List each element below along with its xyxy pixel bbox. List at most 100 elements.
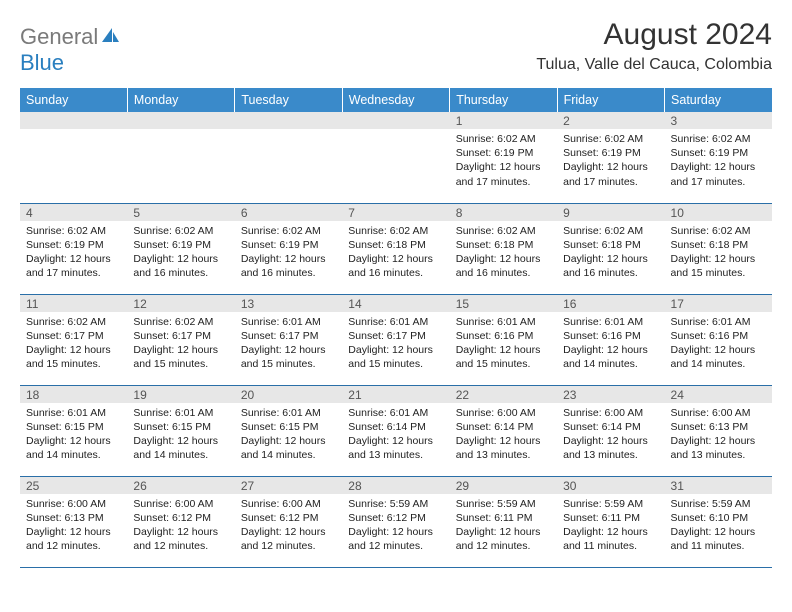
day-number: 27 <box>235 477 342 494</box>
sunrise-text: Sunrise: 6:01 AM <box>133 406 228 420</box>
day-body: Sunrise: 6:02 AMSunset: 6:19 PMDaylight:… <box>450 129 557 192</box>
calendar-cell: 31Sunrise: 5:59 AMSunset: 6:10 PMDayligh… <box>665 476 772 567</box>
day-header: Friday <box>557 88 664 112</box>
sunrise-text: Sunrise: 5:59 AM <box>671 497 766 511</box>
day-header-row: SundayMondayTuesdayWednesdayThursdayFrid… <box>20 88 772 112</box>
daylight-text: Daylight: 12 hours and 15 minutes. <box>671 252 766 280</box>
calendar-cell: 25Sunrise: 6:00 AMSunset: 6:13 PMDayligh… <box>20 476 127 567</box>
day-number: 7 <box>342 204 449 221</box>
sunset-text: Sunset: 6:11 PM <box>563 511 658 525</box>
day-number: 28 <box>342 477 449 494</box>
day-body: Sunrise: 6:01 AMSunset: 6:15 PMDaylight:… <box>235 403 342 466</box>
sunset-text: Sunset: 6:19 PM <box>456 146 551 160</box>
calendar-cell: 27Sunrise: 6:00 AMSunset: 6:12 PMDayligh… <box>235 476 342 567</box>
sunrise-text: Sunrise: 6:01 AM <box>348 406 443 420</box>
day-number: 22 <box>450 386 557 403</box>
calendar-cell: 7Sunrise: 6:02 AMSunset: 6:18 PMDaylight… <box>342 203 449 294</box>
calendar-cell: 5Sunrise: 6:02 AMSunset: 6:19 PMDaylight… <box>127 203 234 294</box>
calendar-cell: 30Sunrise: 5:59 AMSunset: 6:11 PMDayligh… <box>557 476 664 567</box>
calendar-cell: 20Sunrise: 6:01 AMSunset: 6:15 PMDayligh… <box>235 385 342 476</box>
day-body: Sunrise: 5:59 AMSunset: 6:10 PMDaylight:… <box>665 494 772 557</box>
month-title: August 2024 <box>536 18 772 52</box>
sunrise-text: Sunrise: 6:02 AM <box>563 132 658 146</box>
day-body: Sunrise: 6:01 AMSunset: 6:17 PMDaylight:… <box>342 312 449 375</box>
sunset-text: Sunset: 6:16 PM <box>456 329 551 343</box>
sunset-text: Sunset: 6:17 PM <box>133 329 228 343</box>
day-body: Sunrise: 6:00 AMSunset: 6:14 PMDaylight:… <box>450 403 557 466</box>
calendar-cell: 1Sunrise: 6:02 AMSunset: 6:19 PMDaylight… <box>450 112 557 203</box>
sunrise-text: Sunrise: 6:02 AM <box>133 315 228 329</box>
calendar-week-row: 25Sunrise: 6:00 AMSunset: 6:13 PMDayligh… <box>20 476 772 567</box>
day-number: 21 <box>342 386 449 403</box>
page-header: General Blue August 2024 Tulua, Valle de… <box>20 18 772 76</box>
sunset-text: Sunset: 6:19 PM <box>26 238 121 252</box>
day-body: Sunrise: 5:59 AMSunset: 6:12 PMDaylight:… <box>342 494 449 557</box>
sunrise-text: Sunrise: 6:02 AM <box>456 224 551 238</box>
sunrise-text: Sunrise: 6:01 AM <box>348 315 443 329</box>
daylight-text: Daylight: 12 hours and 14 minutes. <box>26 434 121 462</box>
day-number: 6 <box>235 204 342 221</box>
daylight-text: Daylight: 12 hours and 12 minutes. <box>133 525 228 553</box>
sunset-text: Sunset: 6:16 PM <box>671 329 766 343</box>
sunset-text: Sunset: 6:15 PM <box>241 420 336 434</box>
day-body: Sunrise: 6:01 AMSunset: 6:14 PMDaylight:… <box>342 403 449 466</box>
day-number: 14 <box>342 295 449 312</box>
daylight-text: Daylight: 12 hours and 16 minutes. <box>563 252 658 280</box>
day-number: 11 <box>20 295 127 312</box>
day-body: Sunrise: 6:02 AMSunset: 6:18 PMDaylight:… <box>557 221 664 284</box>
day-body <box>235 129 342 189</box>
daylight-text: Daylight: 12 hours and 12 minutes. <box>456 525 551 553</box>
day-body: Sunrise: 5:59 AMSunset: 6:11 PMDaylight:… <box>557 494 664 557</box>
day-number <box>235 112 342 129</box>
day-body: Sunrise: 6:02 AMSunset: 6:19 PMDaylight:… <box>665 129 772 192</box>
day-body <box>127 129 234 189</box>
calendar-week-row: 18Sunrise: 6:01 AMSunset: 6:15 PMDayligh… <box>20 385 772 476</box>
daylight-text: Daylight: 12 hours and 15 minutes. <box>456 343 551 371</box>
sunset-text: Sunset: 6:14 PM <box>563 420 658 434</box>
day-number: 15 <box>450 295 557 312</box>
sunrise-text: Sunrise: 6:00 AM <box>563 406 658 420</box>
day-number: 25 <box>20 477 127 494</box>
day-body: Sunrise: 6:00 AMSunset: 6:14 PMDaylight:… <box>557 403 664 466</box>
brand-general: General <box>20 24 98 49</box>
sunrise-text: Sunrise: 5:59 AM <box>348 497 443 511</box>
daylight-text: Daylight: 12 hours and 17 minutes. <box>26 252 121 280</box>
day-number: 26 <box>127 477 234 494</box>
sunset-text: Sunset: 6:12 PM <box>241 511 336 525</box>
calendar-cell: 15Sunrise: 6:01 AMSunset: 6:16 PMDayligh… <box>450 294 557 385</box>
sunrise-text: Sunrise: 6:01 AM <box>241 315 336 329</box>
sunset-text: Sunset: 6:14 PM <box>456 420 551 434</box>
sunrise-text: Sunrise: 6:01 AM <box>26 406 121 420</box>
daylight-text: Daylight: 12 hours and 14 minutes. <box>563 343 658 371</box>
day-number: 16 <box>557 295 664 312</box>
sunrise-text: Sunrise: 6:02 AM <box>26 315 121 329</box>
daylight-text: Daylight: 12 hours and 14 minutes. <box>671 343 766 371</box>
day-number: 20 <box>235 386 342 403</box>
sunset-text: Sunset: 6:19 PM <box>671 146 766 160</box>
calendar-cell: 22Sunrise: 6:00 AMSunset: 6:14 PMDayligh… <box>450 385 557 476</box>
sunrise-text: Sunrise: 6:00 AM <box>671 406 766 420</box>
day-body: Sunrise: 6:01 AMSunset: 6:16 PMDaylight:… <box>450 312 557 375</box>
daylight-text: Daylight: 12 hours and 12 minutes. <box>26 525 121 553</box>
day-header: Monday <box>127 88 234 112</box>
sunset-text: Sunset: 6:16 PM <box>563 329 658 343</box>
day-number: 4 <box>20 204 127 221</box>
calendar-cell: 10Sunrise: 6:02 AMSunset: 6:18 PMDayligh… <box>665 203 772 294</box>
calendar-cell: 13Sunrise: 6:01 AMSunset: 6:17 PMDayligh… <box>235 294 342 385</box>
daylight-text: Daylight: 12 hours and 15 minutes. <box>241 343 336 371</box>
day-number: 18 <box>20 386 127 403</box>
day-body: Sunrise: 6:02 AMSunset: 6:18 PMDaylight:… <box>665 221 772 284</box>
day-number: 30 <box>557 477 664 494</box>
day-number: 3 <box>665 112 772 129</box>
day-body: Sunrise: 6:02 AMSunset: 6:18 PMDaylight:… <box>450 221 557 284</box>
day-body <box>20 129 127 189</box>
daylight-text: Daylight: 12 hours and 11 minutes. <box>671 525 766 553</box>
sunset-text: Sunset: 6:17 PM <box>26 329 121 343</box>
day-body: Sunrise: 6:01 AMSunset: 6:17 PMDaylight:… <box>235 312 342 375</box>
sunrise-text: Sunrise: 6:02 AM <box>671 224 766 238</box>
sunrise-text: Sunrise: 6:01 AM <box>563 315 658 329</box>
day-header: Saturday <box>665 88 772 112</box>
calendar-cell: 24Sunrise: 6:00 AMSunset: 6:13 PMDayligh… <box>665 385 772 476</box>
day-body: Sunrise: 6:00 AMSunset: 6:12 PMDaylight:… <box>235 494 342 557</box>
daylight-text: Daylight: 12 hours and 13 minutes. <box>563 434 658 462</box>
